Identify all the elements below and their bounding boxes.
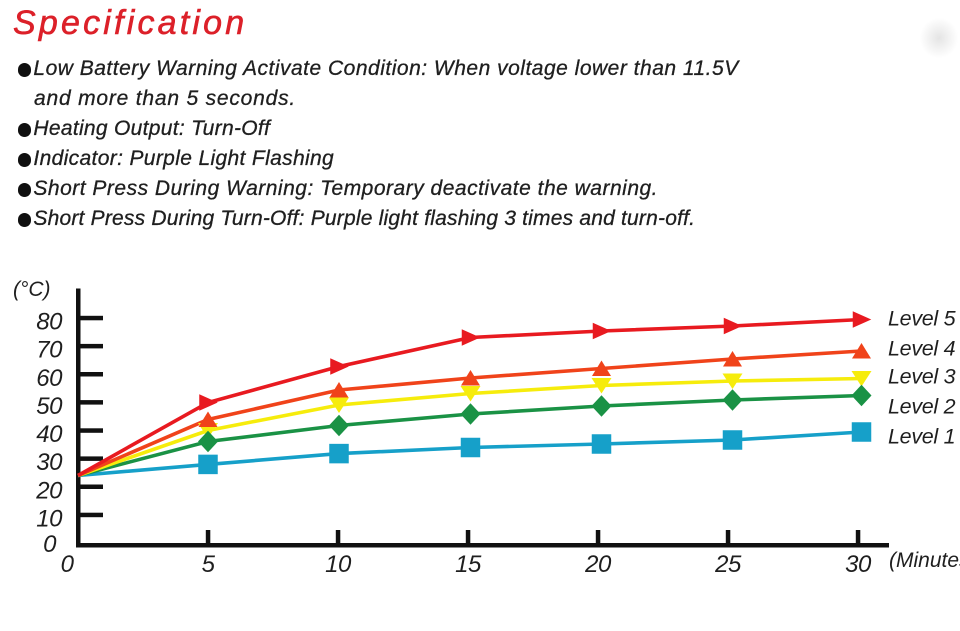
- svg-text:10: 10: [36, 505, 63, 532]
- svg-text:(°C): (°C): [13, 278, 51, 301]
- svg-text:60: 60: [36, 365, 63, 392]
- svg-text:(Minutes): (Minutes): [889, 549, 960, 572]
- svg-text:0: 0: [61, 551, 75, 578]
- svg-text:30: 30: [36, 449, 63, 476]
- svg-text:Level 5: Level 5: [888, 307, 957, 331]
- svg-text:Level 3: Level 3: [888, 365, 956, 389]
- svg-text:5: 5: [202, 551, 216, 578]
- svg-text:70: 70: [36, 337, 63, 364]
- svg-text:Level 2: Level 2: [888, 395, 956, 419]
- svg-text:Level 1: Level 1: [888, 425, 955, 449]
- svg-text:Level 4: Level 4: [888, 337, 956, 361]
- svg-text:20: 20: [584, 551, 612, 578]
- svg-text:40: 40: [36, 421, 63, 448]
- svg-text:30: 30: [845, 551, 872, 578]
- svg-text:80: 80: [36, 309, 63, 336]
- svg-text:20: 20: [35, 477, 63, 504]
- svg-text:0: 0: [43, 531, 57, 558]
- svg-text:50: 50: [36, 393, 63, 420]
- svg-text:15: 15: [455, 551, 482, 578]
- svg-text:10: 10: [325, 551, 352, 578]
- svg-text:25: 25: [714, 551, 742, 578]
